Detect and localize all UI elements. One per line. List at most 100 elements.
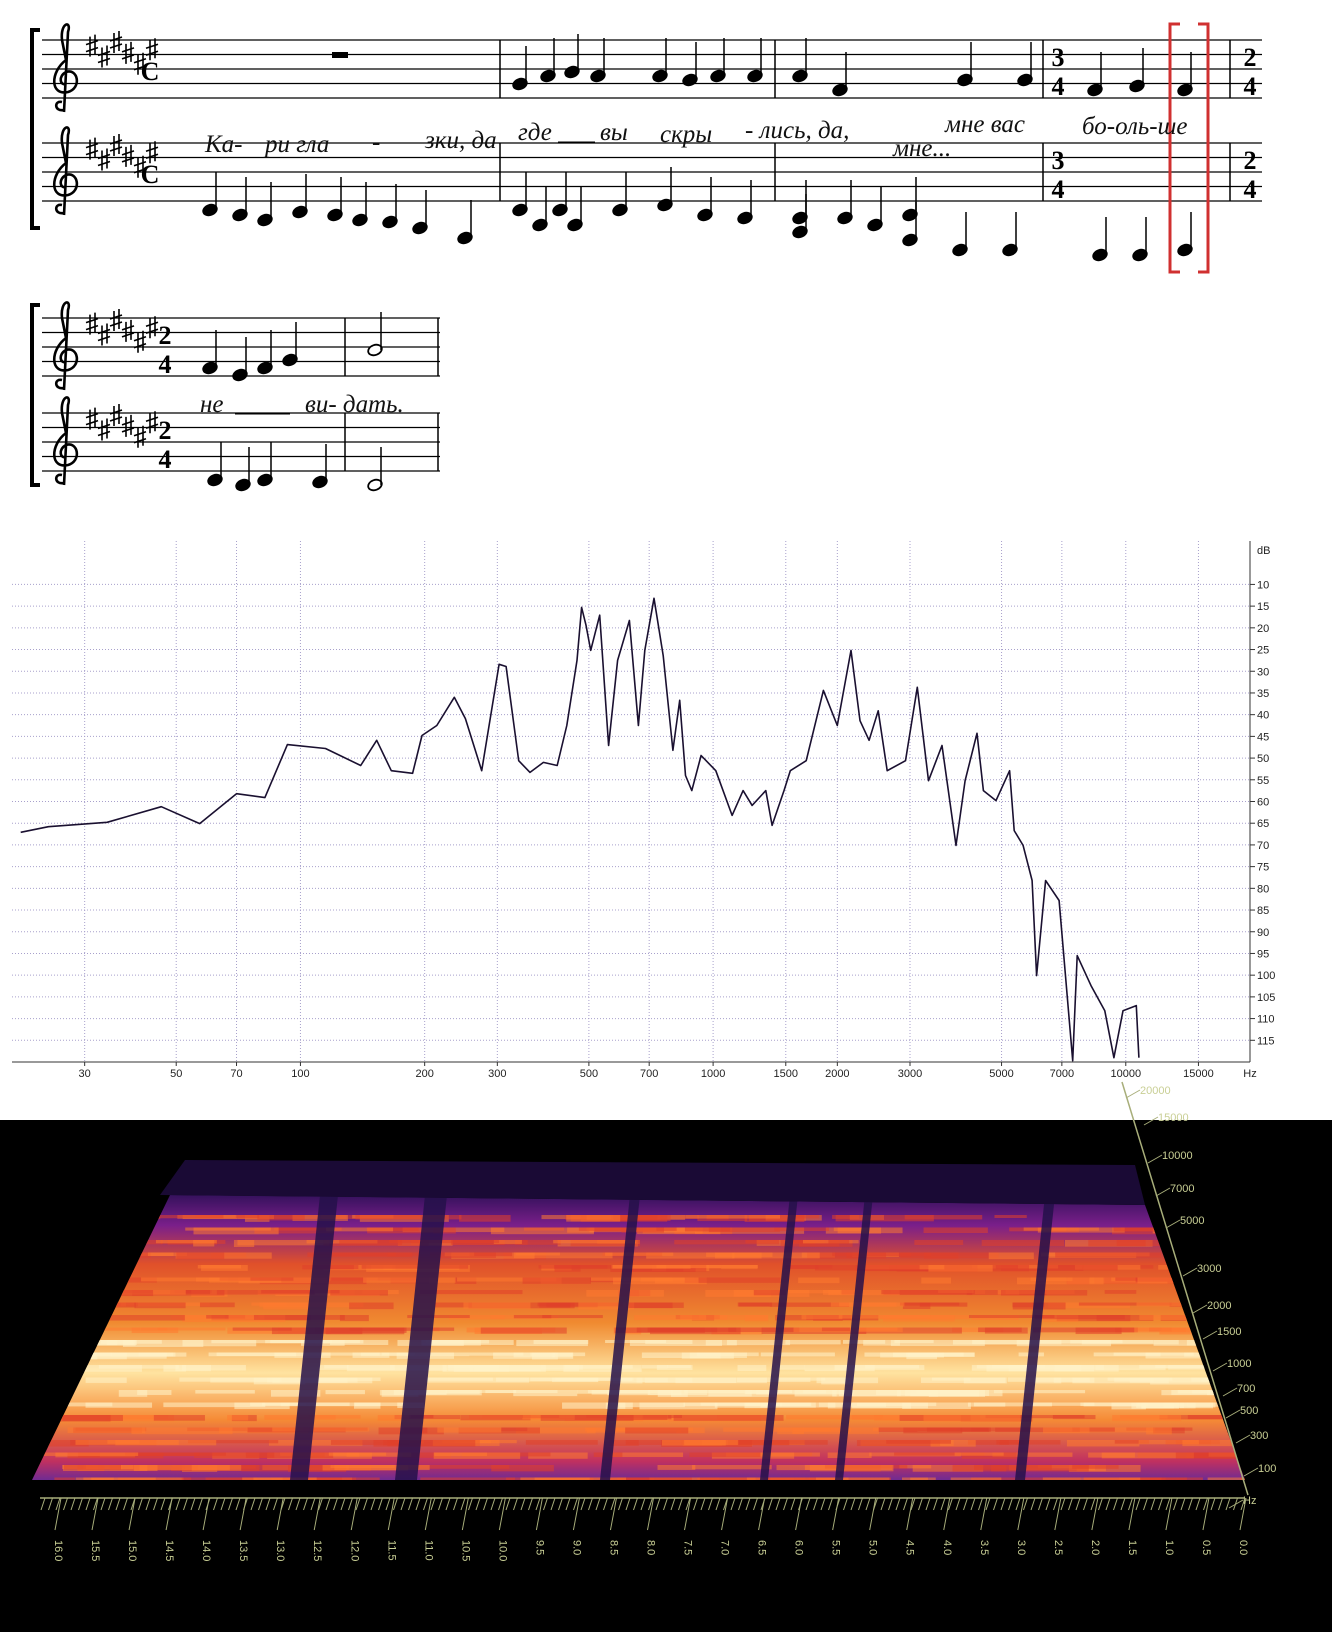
harmonic-streak bbox=[756, 1390, 852, 1395]
harmonic-streak bbox=[367, 1227, 440, 1234]
harmonic-streak bbox=[235, 1215, 260, 1219]
time-minor-tick bbox=[820, 1497, 826, 1511]
time-minor-tick bbox=[963, 1497, 968, 1511]
harmonic-streak bbox=[515, 1252, 560, 1256]
harmonic-streak bbox=[880, 1352, 944, 1358]
lyric: где bbox=[518, 119, 552, 146]
harmonic-streak bbox=[931, 1377, 971, 1381]
sharp bbox=[97, 418, 111, 441]
harmonic-streak bbox=[118, 1390, 148, 1397]
time-label: 0.0 bbox=[1237, 1540, 1249, 1555]
harmonic-streak bbox=[420, 1477, 515, 1480]
system-bracket bbox=[30, 303, 40, 487]
harmonic-streak bbox=[995, 1265, 1018, 1270]
harmonic-streak bbox=[792, 1427, 880, 1434]
harmonic-streak bbox=[605, 1340, 667, 1344]
harmonic-streak bbox=[804, 1365, 875, 1372]
time-label: 6.0 bbox=[793, 1540, 805, 1555]
harmonic-streak bbox=[85, 1402, 153, 1408]
harmonic-streak bbox=[914, 1240, 964, 1245]
time-minor-tick bbox=[970, 1497, 976, 1511]
time-tick bbox=[1091, 1497, 1099, 1531]
harmonic-streak bbox=[625, 1427, 689, 1434]
time-label: 12.5 bbox=[311, 1540, 323, 1561]
time-minor-tick bbox=[460, 1497, 466, 1511]
harmonic-streak bbox=[1187, 1402, 1245, 1407]
harmonic-streak bbox=[1090, 1327, 1190, 1333]
harmonic-streak bbox=[657, 1465, 696, 1470]
frequency-label: 700 bbox=[1237, 1383, 1255, 1395]
treble-clef bbox=[52, 301, 79, 391]
frequency-label: 300 bbox=[1250, 1430, 1268, 1442]
y-tick-label: 50 bbox=[1257, 753, 1269, 765]
silence-gap bbox=[290, 1195, 338, 1480]
harmonic-streak bbox=[881, 1290, 975, 1295]
treble-clef bbox=[52, 23, 79, 113]
lyric: - bbox=[372, 129, 380, 156]
time-minor-tick bbox=[918, 1497, 923, 1511]
harmonic-streak bbox=[610, 1477, 692, 1480]
harmonic-streak bbox=[182, 1215, 275, 1220]
time-minor-tick bbox=[805, 1497, 811, 1511]
harmonic-streak bbox=[899, 1465, 932, 1469]
time-minor-tick bbox=[310, 1497, 316, 1511]
time-minor-tick bbox=[655, 1497, 661, 1511]
harmonic-streak bbox=[401, 1465, 510, 1469]
lyric: зки, да bbox=[424, 127, 497, 154]
harmonic-streak bbox=[67, 1427, 146, 1434]
harmonic-streak bbox=[361, 1265, 469, 1269]
time-minor-tick bbox=[543, 1497, 548, 1511]
harmonic-streak bbox=[272, 1427, 370, 1432]
time-tick bbox=[795, 1497, 803, 1531]
time-minor-tick bbox=[108, 1497, 113, 1511]
frequency-tick bbox=[1165, 1219, 1181, 1229]
time-label: 0.5 bbox=[1200, 1540, 1212, 1555]
sharp bbox=[145, 316, 159, 339]
harmonic-streak bbox=[995, 1427, 1080, 1432]
sharp bbox=[85, 312, 99, 335]
time-minor-tick bbox=[288, 1497, 293, 1511]
harmonic-streak bbox=[967, 1440, 1009, 1445]
harmonic-streak bbox=[434, 1302, 472, 1308]
harmonic-streak bbox=[928, 1265, 993, 1272]
y-tick-label: 105 bbox=[1257, 992, 1275, 1004]
time-tick bbox=[980, 1497, 988, 1531]
lyric: бо-оль-ше bbox=[1082, 113, 1188, 140]
harmonic-streak bbox=[339, 1315, 369, 1322]
harmonic-streak bbox=[513, 1252, 613, 1259]
harmonic-streak bbox=[40, 1440, 89, 1447]
time-minor-tick bbox=[1000, 1497, 1006, 1511]
harmonic-streak bbox=[1023, 1227, 1099, 1231]
time-minor-tick bbox=[1075, 1497, 1081, 1511]
harmonic-streak bbox=[774, 1377, 826, 1381]
time-minor-tick bbox=[745, 1497, 751, 1511]
y-tick-label: 25 bbox=[1257, 645, 1269, 657]
harmonic-streak bbox=[208, 1352, 297, 1357]
harmonic-streak bbox=[346, 1365, 447, 1372]
harmonic-streak bbox=[972, 1340, 1062, 1345]
time-label: 13.5 bbox=[237, 1540, 249, 1561]
time-signature-bottom: 4 bbox=[1052, 72, 1065, 101]
harmonic-streak bbox=[40, 1415, 111, 1422]
harmonic-streak bbox=[515, 1427, 596, 1434]
harmonic-streak bbox=[1159, 1415, 1245, 1420]
harmonic-streak bbox=[124, 1215, 224, 1219]
harmonic-streak bbox=[1182, 1440, 1245, 1447]
harmonic-streak bbox=[954, 1452, 1004, 1456]
y-tick-label: 10 bbox=[1257, 579, 1269, 591]
harmonic-streak bbox=[640, 1277, 673, 1282]
time-minor-tick bbox=[588, 1497, 593, 1511]
time-minor-tick bbox=[325, 1497, 331, 1511]
frequency-label: Hz bbox=[1243, 1495, 1256, 1507]
time-minor-tick bbox=[63, 1497, 68, 1511]
harmonic-streak bbox=[801, 1315, 843, 1320]
harmonic-streak bbox=[346, 1452, 412, 1457]
frequency-tick bbox=[1225, 1409, 1241, 1419]
time-tick bbox=[758, 1497, 766, 1531]
time-minor-tick bbox=[340, 1497, 346, 1511]
time-label: 3.0 bbox=[1015, 1540, 1027, 1555]
harmonic-streak bbox=[379, 1390, 482, 1396]
time-minor-tick bbox=[100, 1497, 106, 1511]
time-minor-tick bbox=[895, 1497, 901, 1511]
x-tick-label: 700 bbox=[640, 1068, 658, 1080]
